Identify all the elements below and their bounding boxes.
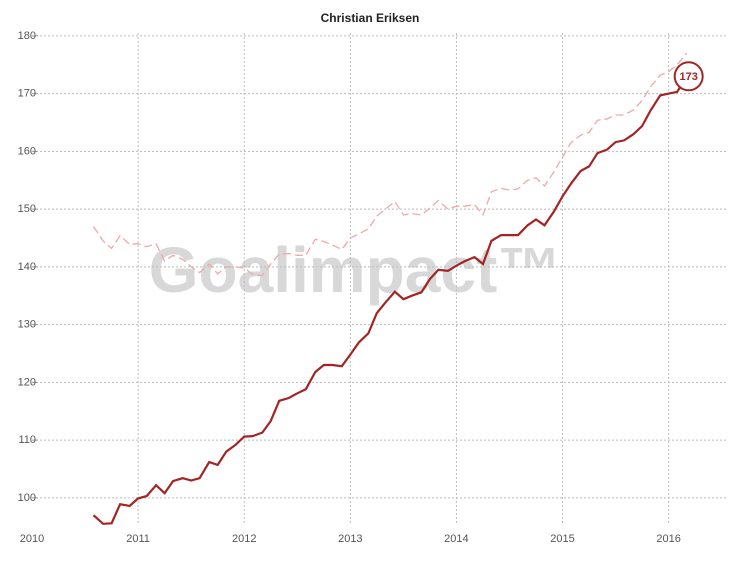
y-tick-label: 110 — [18, 434, 36, 446]
x-tick-label: 2014 — [444, 533, 468, 545]
x-tick-label: 2011 — [126, 533, 150, 545]
x-tick-label: 2016 — [656, 533, 680, 545]
y-tick-label: 100 — [18, 492, 36, 504]
y-tick-label: 160 — [18, 145, 36, 157]
y-tick-label: 130 — [18, 319, 36, 331]
y-tick-label: 170 — [18, 88, 36, 100]
chart-title: Christian Eriksen — [321, 11, 420, 25]
y-tick-label: 180 — [18, 30, 36, 42]
end-marker — [673, 61, 704, 92]
end-label: 173 — [679, 71, 697, 83]
series-line — [92, 75, 688, 525]
x-tick-label: 2010 — [20, 533, 44, 545]
y-tick-label: 120 — [18, 376, 36, 388]
x-tick-label: 2015 — [550, 533, 574, 545]
x-tick-label: 2013 — [338, 533, 362, 545]
watermark: Goalimpact™ — [149, 234, 562, 306]
y-tick-label: 140 — [18, 261, 36, 273]
series-line — [92, 52, 688, 277]
x-tick-label: 2012 — [232, 533, 256, 545]
y-tick-label: 150 — [18, 203, 36, 215]
